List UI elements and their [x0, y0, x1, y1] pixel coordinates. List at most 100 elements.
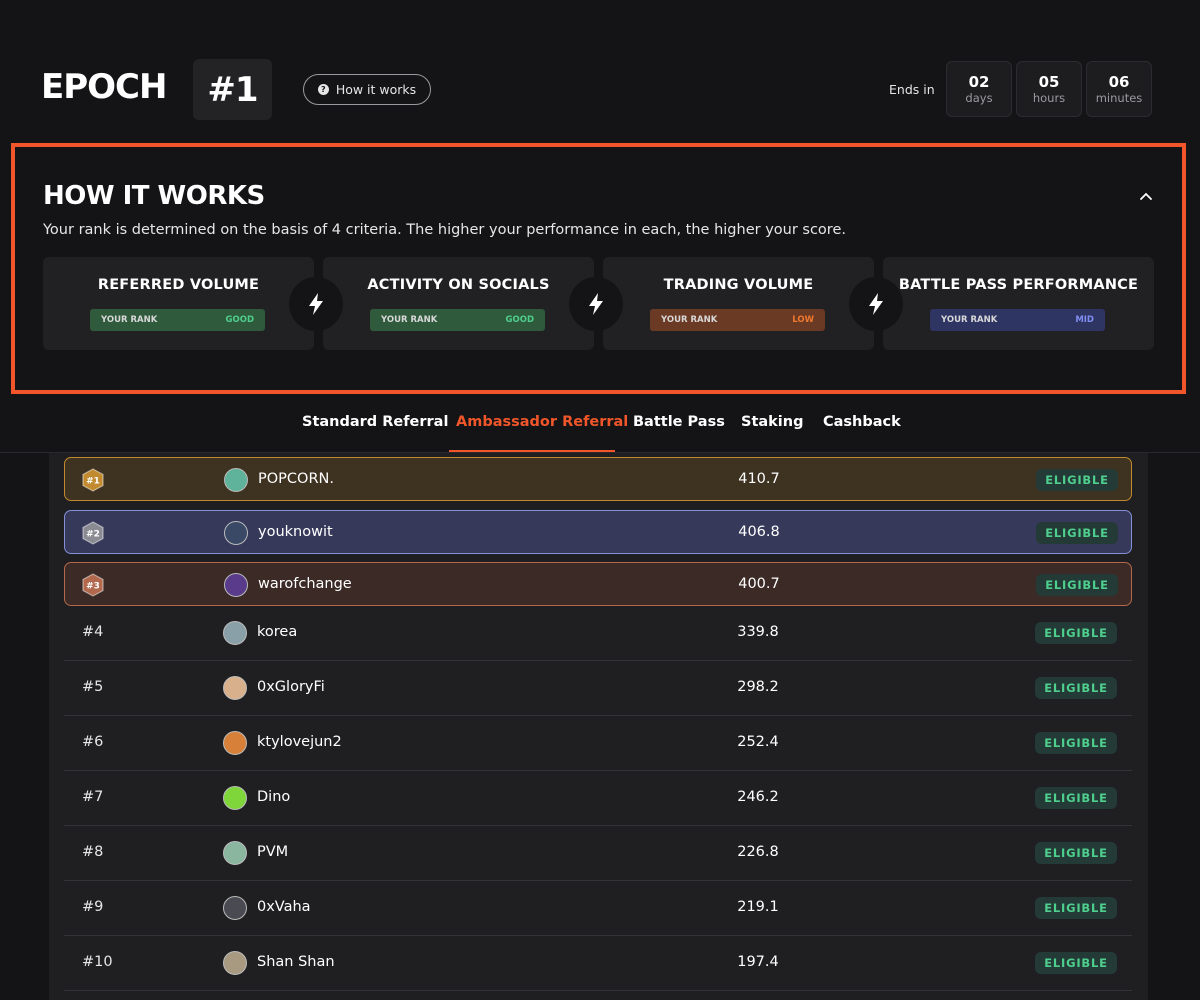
avatar: [223, 621, 247, 645]
rank-number: #8: [82, 844, 104, 860]
score: 252.4: [737, 734, 779, 750]
score: 339.8: [737, 624, 779, 640]
username: POPCORN.: [258, 471, 334, 487]
status-badge: ELIGIBLE: [1035, 842, 1117, 864]
avatar: [223, 841, 247, 865]
username: PVM: [257, 844, 289, 860]
rank-level: LOW: [792, 315, 814, 325]
status-badge: ELIGIBLE: [1035, 677, 1117, 699]
rank-level: MID: [1075, 315, 1094, 325]
status-badge: ELIGIBLE: [1035, 732, 1117, 754]
table-row: #8 PVM 226.8 ELIGIBLE: [64, 826, 1132, 881]
username: youknowit: [258, 524, 333, 540]
timer-minutes: 06 minutes: [1086, 61, 1152, 117]
timer-minutes-unit: minutes: [1095, 91, 1143, 105]
status-badge: ELIGIBLE: [1036, 469, 1118, 491]
rank-number: #6: [82, 734, 104, 750]
rank-number: #7: [82, 789, 104, 805]
chevron-up-icon[interactable]: [1139, 189, 1153, 203]
timer-hours-unit: hours: [1032, 91, 1066, 105]
table-row: #5 0xGloryFi 298.2 ELIGIBLE: [64, 661, 1132, 716]
rank-label: YOUR RANK: [381, 315, 438, 325]
panel-description: Your rank is determined on the basis of …: [43, 222, 846, 238]
tab-staking[interactable]: Staking: [741, 414, 804, 430]
timer-days: 02 days: [946, 61, 1012, 117]
criteria-card: TRADING VOLUME YOUR RANK LOW: [603, 257, 874, 350]
avatar: [223, 731, 247, 755]
criteria-card: BATTLE PASS PERFORMANCE YOUR RANK MID: [883, 257, 1154, 350]
username: korea: [257, 624, 298, 640]
rank-bar: YOUR RANK LOW: [650, 309, 825, 331]
status-badge: ELIGIBLE: [1036, 574, 1118, 596]
table-row: #9 0xVaha 219.1 ELIGIBLE: [64, 881, 1132, 936]
username: 0xVaha: [257, 899, 311, 915]
rank-number: #4: [82, 624, 104, 640]
tab-standard-referral[interactable]: Standard Referral: [302, 414, 449, 430]
username: Dino: [257, 789, 291, 805]
rank-level: GOOD: [225, 315, 254, 325]
score: 197.4: [737, 954, 779, 970]
rank-number: #9: [82, 899, 104, 915]
svg-text:#1: #1: [86, 477, 100, 487]
timer-minutes-value: 06: [1108, 73, 1130, 91]
status-badge: ELIGIBLE: [1035, 897, 1117, 919]
avatar: [223, 951, 247, 975]
table-row: #3 warofchange 400.7 ELIGIBLE: [64, 562, 1132, 606]
tab-ambassador-referral[interactable]: Ambassador Referral: [456, 414, 629, 430]
referral-tabs: Standard Referral Ambassador Referral Ba…: [0, 400, 1200, 453]
criteria-title: BATTLE PASS PERFORMANCE: [898, 277, 1139, 293]
how-it-works-button[interactable]: ? How it works: [303, 74, 431, 105]
status-badge: ELIGIBLE: [1035, 622, 1117, 644]
timer-days-value: 02: [968, 73, 990, 91]
rank-number: #5: [82, 679, 104, 695]
username: ktylovejun2: [257, 734, 342, 750]
username: 0xGloryFi: [257, 679, 325, 695]
how-it-works-label: How it works: [335, 82, 417, 97]
criteria-title: REFERRED VOLUME: [97, 277, 260, 293]
epoch-number-badge: #1: [193, 59, 272, 120]
lightning-icon: [569, 277, 623, 331]
table-row: #7 Dino 246.2 ELIGIBLE: [64, 771, 1132, 826]
avatar: [223, 896, 247, 920]
score: 406.8: [738, 524, 780, 540]
rank-bar: YOUR RANK MID: [930, 309, 1105, 331]
question-icon: ?: [317, 84, 329, 95]
tab-cashback[interactable]: Cashback: [823, 414, 901, 430]
avatar: [224, 573, 248, 597]
panel-title: HOW IT WORKS: [43, 181, 265, 211]
rank-bar: YOUR RANK GOOD: [90, 309, 265, 331]
rank-bar: YOUR RANK GOOD: [370, 309, 545, 331]
rank-label: YOUR RANK: [661, 315, 718, 325]
username: Shan Shan: [257, 954, 335, 970]
how-it-works-panel: HOW IT WORKS Your rank is determined on …: [11, 143, 1186, 394]
criteria-title: ACTIVITY ON SOCIALS: [367, 277, 550, 293]
page-header: EPOCH #1 ? How it works Ends in 02 days …: [0, 0, 1200, 140]
rank-medal-icon: #3: [82, 573, 104, 597]
timer-days-unit: days: [965, 91, 993, 105]
score: 298.2: [737, 679, 779, 695]
score: 246.2: [737, 789, 779, 805]
criteria-card: REFERRED VOLUME YOUR RANK GOOD: [43, 257, 314, 350]
avatar: [223, 786, 247, 810]
active-tab-indicator: [449, 450, 615, 452]
table-row: #10 Shan Shan 197.4 ELIGIBLE: [64, 936, 1132, 991]
status-badge: ELIGIBLE: [1035, 787, 1117, 809]
timer-hours: 05 hours: [1016, 61, 1082, 117]
criteria-card: ACTIVITY ON SOCIALS YOUR RANK GOOD: [323, 257, 594, 350]
svg-text:#3: #3: [86, 582, 100, 592]
svg-text:#2: #2: [86, 530, 100, 540]
ends-in-label: Ends in: [889, 82, 935, 97]
avatar: [224, 468, 248, 492]
lightning-icon: [849, 277, 903, 331]
leaderboard: #1 POPCORN. 410.7 ELIGIBLE #2 youknowit 406.8 E…: [49, 453, 1148, 1000]
epoch-title: EPOCH: [41, 67, 167, 107]
timer-hours-value: 05: [1038, 73, 1060, 91]
rank-label: YOUR RANK: [101, 315, 158, 325]
status-badge: ELIGIBLE: [1036, 522, 1118, 544]
status-badge: ELIGIBLE: [1035, 952, 1117, 974]
score: 400.7: [738, 576, 780, 592]
tab-battle-pass[interactable]: Battle Pass: [633, 414, 725, 430]
criteria-title: TRADING VOLUME: [663, 277, 814, 293]
table-row: #1 POPCORN. 410.7 ELIGIBLE: [64, 457, 1132, 501]
rank-medal-icon: #1: [82, 468, 104, 492]
